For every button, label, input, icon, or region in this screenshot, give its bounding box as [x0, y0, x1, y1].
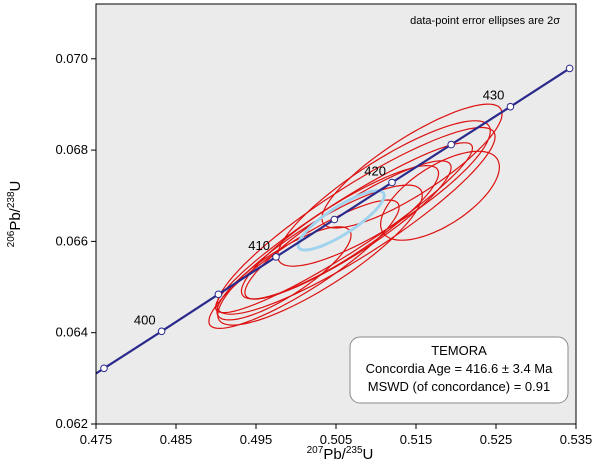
- x-axis-label: 207Pb/235U: [307, 445, 374, 463]
- error-ellipses: [208, 103, 503, 330]
- x-tick-label: 0.485: [160, 432, 193, 447]
- y-axis-label: 206Pb/238U: [6, 181, 24, 248]
- age-label-420: 420: [364, 164, 386, 179]
- concordia-age-ellipse: [296, 189, 386, 252]
- error-ellipse-10: [215, 142, 473, 314]
- error-ellipse-4: [240, 164, 440, 300]
- x-tick-label: 0.495: [240, 432, 273, 447]
- age-marker-4: [272, 253, 280, 261]
- y-tick-label: 0.070: [55, 51, 88, 66]
- age-marker-7: [447, 140, 456, 149]
- result-box-mswd: MSWD (of concordance) = 0.91: [368, 379, 550, 394]
- x-tick-label: 0.525: [480, 432, 513, 447]
- error-ellipse-note: data-point error ellipses are 2σ: [410, 15, 560, 27]
- x-axis-ticks: 0.475 0.485 0.495 0.505 0.515 0.525 0.535: [80, 424, 593, 447]
- error-ellipse-3: [277, 120, 491, 267]
- result-box-age: Concordia Age = 416.6 ± 3.4 Ma: [366, 361, 553, 376]
- y-tick-label: 0.064: [55, 325, 88, 340]
- age-label-400: 400: [134, 312, 156, 327]
- result-box: TEMORA Concordia Age = 416.6 ± 3.4 Ma MS…: [349, 336, 569, 404]
- x-tick-label: 0.505: [320, 432, 353, 447]
- age-marker-5: [330, 215, 339, 224]
- y-tick-label: 0.066: [55, 233, 88, 248]
- age-marker-2: [157, 327, 166, 336]
- age-marker-8: [506, 102, 515, 111]
- x-tick-label: 0.515: [400, 432, 433, 447]
- error-ellipse-8: [217, 184, 423, 326]
- age-label-410: 410: [248, 238, 270, 253]
- concordia-curve-group: [96, 67, 571, 375]
- y-axis-ticks: 0.062 0.064 0.066 0.068 0.070: [55, 51, 96, 431]
- error-ellipse-5: [244, 160, 452, 300]
- x-tick-label: 0.535: [560, 432, 593, 447]
- age-label-430: 430: [483, 88, 505, 103]
- result-box-title: TEMORA: [431, 343, 487, 358]
- age-marker-3: [214, 290, 223, 299]
- y-tick-label: 0.062: [55, 416, 88, 431]
- concordia-curve: [96, 67, 571, 375]
- age-marker-9: [565, 64, 574, 73]
- age-marker-6: [388, 178, 396, 187]
- age-marker-1: [100, 364, 108, 373]
- age-markers: 400 410 420 430: [100, 64, 574, 373]
- y-tick-label: 0.068: [55, 142, 88, 157]
- x-tick-label: 0.475: [80, 432, 113, 447]
